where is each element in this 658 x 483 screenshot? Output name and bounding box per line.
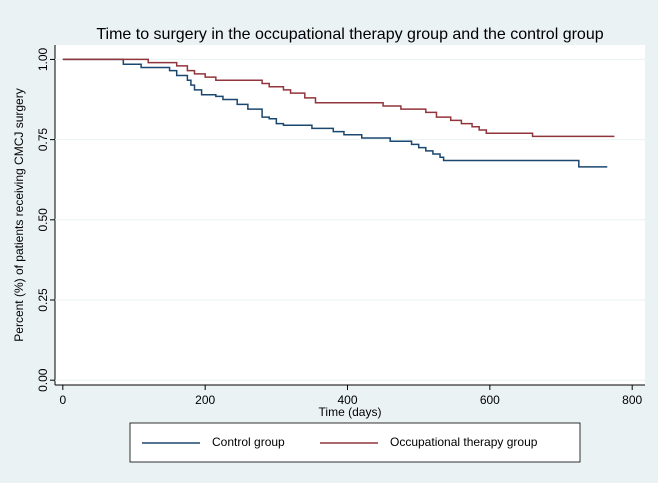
x-tick-label: 400	[337, 393, 357, 407]
x-tick-label: 0	[59, 393, 66, 407]
y-tick-label: 0.50	[36, 208, 50, 232]
x-tick-label: 800	[622, 393, 642, 407]
y-axis-label: Percent (%) of patients receiving CMCJ s…	[12, 88, 26, 341]
legend-label: Occupational therapy group	[390, 435, 538, 449]
y-tick-label: 0.75	[36, 128, 50, 152]
km-curve	[62, 58, 615, 138]
y-tick-label: 0.00	[36, 368, 50, 392]
y-tick-label: 1.00	[36, 47, 50, 71]
y-tick-label: 0.25	[36, 288, 50, 312]
x-tick-label: 200	[195, 393, 215, 407]
x-axis-label: Time (days)	[319, 405, 382, 419]
chart-title: Time to surgery in the occupational ther…	[96, 26, 603, 43]
x-tick-label: 600	[480, 393, 500, 407]
km-curve	[62, 58, 608, 168]
legend-label: Control group	[212, 435, 285, 449]
plot-area	[55, 45, 645, 385]
